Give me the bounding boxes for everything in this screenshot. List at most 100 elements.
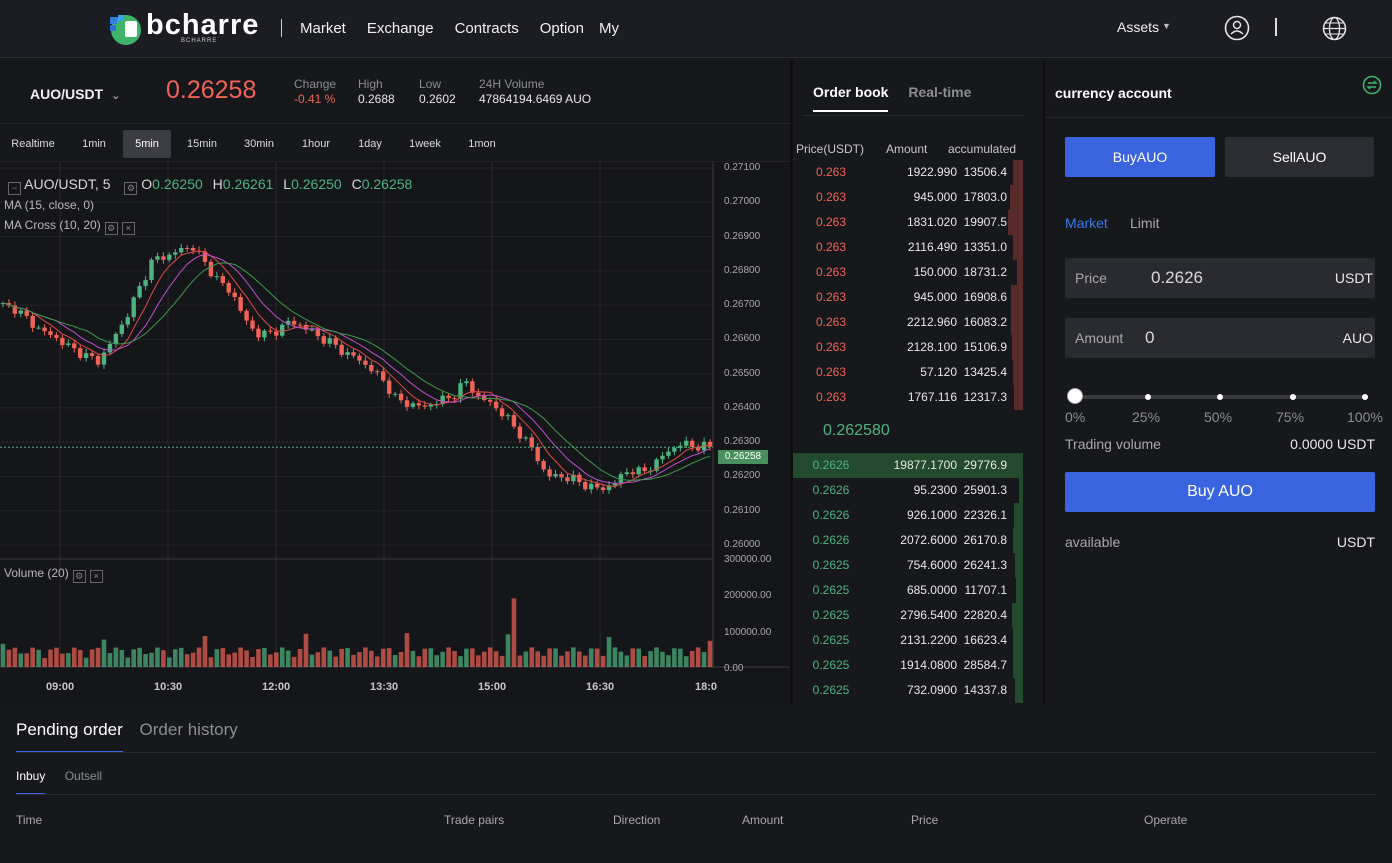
ask-amount: 945.000 [913,190,957,204]
volume-bar [238,647,243,667]
volume-bar [149,652,154,667]
ask-price: 0.263 [815,215,847,229]
volume-bar [553,648,558,667]
ask-row[interactable]: 0.263 945.000 16908.6 [793,285,1023,310]
close-icon[interactable]: × [89,570,103,583]
candle-body [190,248,196,251]
nav-link-exchange[interactable]: Exchange [366,20,434,37]
tf-15min[interactable]: 15min [187,138,217,150]
swap-icon[interactable] [1362,75,1382,95]
pair-selector[interactable]: AUO/USDT ⌄ [30,86,120,102]
collapse-icon[interactable]: − [8,182,21,195]
candle-body [600,487,606,491]
amount-field[interactable]: Amount AUO [1065,318,1375,358]
ask-row[interactable]: 0.263 2212.960 16083.2 [793,310,1023,335]
tab-order-book[interactable]: Order book [813,84,889,112]
ask-price: 0.263 [815,240,847,254]
tf-30min[interactable]: 30min [244,138,274,150]
close-icon[interactable]: × [121,222,135,235]
volume-bar [612,647,618,667]
slider-stop-75[interactable] [1290,394,1296,400]
buy-submit-button[interactable]: Buy AUO [1065,472,1375,512]
nav-link-option[interactable]: Option [539,20,584,37]
nav-link-my[interactable]: My [598,20,619,37]
logo[interactable]: bcharre BCHARRE [106,10,258,46]
order-type-market[interactable]: Market [1065,215,1108,231]
bid-row[interactable]: 0.2626 2072.6000 26170.8 [793,528,1023,553]
tf-1day[interactable]: 1day [358,138,382,150]
bid-row[interactable]: 0.2625 2131.2200 16623.4 [793,628,1023,653]
user-icon[interactable] [1224,15,1250,41]
tab-order-history[interactable]: Order history [139,720,238,739]
globe-icon[interactable] [1322,16,1347,41]
ask-row[interactable]: 0.263 945.000 17803.0 [793,185,1023,210]
settings-icon[interactable]: ⚙ [104,222,118,235]
subtab-outsell[interactable]: Outsell [64,769,103,783]
bid-accumulated: 22820.4 [963,608,1007,622]
ask-row[interactable]: 0.263 2116.490 13351.0 [793,235,1023,260]
bid-row[interactable]: 0.2626 95.2300 25901.3 [793,478,1023,503]
depth-bar [1007,210,1023,235]
price-field[interactable]: Price USDT [1065,258,1375,298]
volume-bar [547,648,552,667]
slider-stop-100[interactable] [1362,394,1368,400]
ask-row[interactable]: 0.263 1831.020 19907.5 [793,210,1023,235]
tab-real-time[interactable]: Real-time [908,84,972,100]
candle-body [695,446,701,451]
tf-5min[interactable]: 5min [123,130,171,158]
bid-row[interactable]: 0.2625 1914.0800 28584.7 [793,653,1023,678]
tf-1mon[interactable]: 1mon [468,138,496,150]
candle-body [327,338,332,344]
volume-bar [131,649,136,667]
bid-row[interactable]: 0.2625 2796.5400 22820.4 [793,603,1023,628]
candle-body [505,415,511,417]
ask-price: 0.263 [815,340,847,354]
bid-amount: 95.2300 [913,483,957,497]
subtab-inbuy[interactable]: Inbuy [16,769,46,795]
buy-tab-button[interactable]: BuyAUO [1065,137,1215,177]
tf-1hour[interactable]: 1hour [301,138,331,150]
ask-row[interactable]: 0.263 1922.990 13506.4 [793,160,1023,185]
ask-row[interactable]: 0.263 1767.116 12317.3 [793,385,1023,410]
depth-bar [1014,503,1023,528]
ma-line [2,262,711,481]
nav-link-market[interactable]: Market [300,20,346,37]
trade-panel: currency account BuyAUO SellAUO Market L… [1045,60,1392,705]
chart-canvas[interactable] [0,162,790,702]
bid-row[interactable]: 0.2625 732.0900 14337.8 [793,678,1023,703]
sell-tab-button[interactable]: SellAUO [1225,137,1374,177]
settings-icon[interactable]: ⚙ [124,182,138,195]
assets-menu[interactable]: Assets ▼ [1117,19,1171,35]
bid-row[interactable]: 0.2626 926.1000 22326.1 [793,503,1023,528]
timeframe-bar: Realtime 1min 5min 15min 30min 1hour 1da… [0,126,790,162]
price-input[interactable] [1151,268,1301,288]
volume-bar [464,648,469,667]
ask-amount: 1831.020 [906,215,957,229]
slider-stop-50[interactable] [1217,394,1223,400]
ask-row[interactable]: 0.263 2128.100 15106.9 [793,335,1023,360]
volume-bar [654,647,659,667]
bid-row[interactable]: 0.2626 19877.1700 29776.9 [793,453,1023,478]
depth-bar [1013,628,1023,653]
nav-link-contracts[interactable]: Contracts [454,20,519,37]
ask-row[interactable]: 0.263 57.120 13425.4 [793,360,1023,385]
depth-bar [1015,553,1023,578]
divider [16,752,1376,753]
bid-row[interactable]: 0.2625 685.0000 11707.1 [793,578,1023,603]
bid-row[interactable]: 0.2625 754.6000 26241.3 [793,553,1023,578]
settings-icon[interactable]: ⚙ [72,570,86,583]
order-type-limit[interactable]: Limit [1130,215,1160,231]
chevron-down-icon: ⌄ [111,90,121,102]
volume-bar [167,657,172,667]
price-chart[interactable]: − AUO/USDT, 5 ⚙ O0.26250 H0.26261 L0.262… [0,162,790,702]
tf-1week[interactable]: 1week [409,138,441,150]
slider-stop-25[interactable] [1145,394,1151,400]
amount-input[interactable] [1145,328,1295,348]
ask-row[interactable]: 0.263 150.000 18731.2 [793,260,1023,285]
slider-handle[interactable] [1067,388,1083,404]
tab-pending-order[interactable]: Pending order [16,720,123,753]
tf-realtime[interactable]: Realtime [11,138,55,150]
tf-1min[interactable]: 1min [82,138,106,150]
time-axis-tick: 15:00 [478,681,507,693]
depth-bar [1019,478,1023,503]
